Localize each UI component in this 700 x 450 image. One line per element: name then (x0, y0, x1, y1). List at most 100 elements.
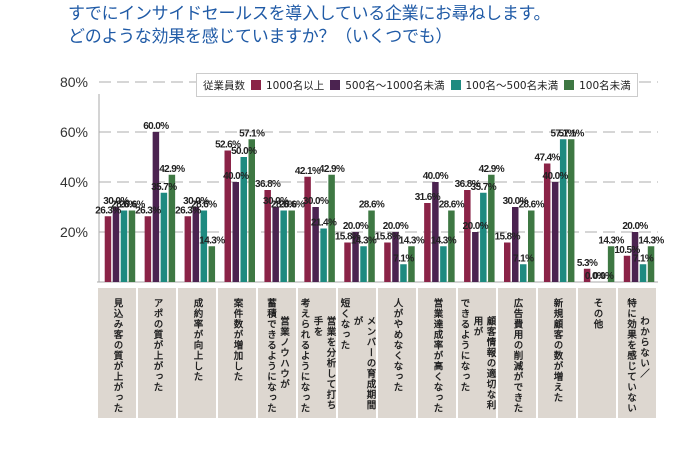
data-label: 40.0% (542, 171, 568, 182)
bar (104, 216, 112, 282)
bar (120, 210, 128, 282)
category-label-text: 特に効果を感じていない (625, 298, 636, 414)
bar (360, 246, 367, 282)
bar (304, 176, 311, 282)
category-label: アポの質が上がった (138, 288, 176, 418)
category-label: わからない／ 特に効果を感じていない (618, 288, 656, 418)
data-label: 28.6% (271, 200, 297, 211)
data-label: 30.0% (183, 196, 209, 207)
category-labels: 見込み客の質が上がった アポの質が上がった 成約率が向上した 案件数が増加した 営業ノウ… (98, 288, 658, 418)
data-label: 42.1% (295, 166, 321, 177)
y-tick-label: 40% (60, 174, 88, 190)
bar (464, 190, 471, 282)
category-label: 営業達成率が高くなった (418, 288, 456, 418)
data-label: 7.1% (513, 253, 534, 264)
category-label: 顧客情報の適切な利用が できるようになった (458, 288, 496, 418)
category-label: 営業ノウハウが 蓄積できるようになった (258, 288, 296, 418)
category-label-text: 人がやめなくなった (391, 298, 403, 393)
category-label-text: 案件数が増加した (231, 298, 243, 382)
bar (152, 132, 160, 282)
bar (631, 232, 639, 282)
bar (352, 232, 359, 282)
bar (248, 139, 255, 282)
bar (344, 242, 351, 282)
data-label: 28.6% (119, 200, 145, 211)
bar (264, 190, 271, 282)
category-label-text: 成約率が向上した (191, 298, 203, 382)
bar (440, 246, 447, 282)
bar (368, 210, 375, 282)
data-label: 57.1% (550, 128, 576, 139)
data-label: 57.1% (239, 128, 265, 139)
bar (551, 182, 559, 282)
data-label: 21.4% (311, 218, 337, 229)
bar (168, 174, 176, 282)
legend-label: 500名～1000名未満 (345, 79, 445, 92)
category-label: その他 (578, 288, 616, 418)
legend-item: 500名～1000名未満 (330, 78, 445, 93)
legend-item: 1000名以上 (251, 78, 324, 93)
chart-title: すでにインサイドセールスを導入している企業にお尋ねします。 どのような効果を感じ… (68, 3, 551, 49)
bar (528, 210, 535, 282)
category-label-text: 見込み客の質が上がった (111, 298, 123, 414)
bar (424, 203, 431, 282)
data-label: 36.8% (455, 179, 481, 190)
category-label-text: 短くなった (338, 298, 350, 351)
legend-swatch (330, 80, 341, 90)
bar (623, 255, 631, 282)
data-labels: 26.3%30.0%28.6%28.6%26.3%60.0%35.7%42.9%… (95, 121, 665, 282)
bar (392, 232, 399, 282)
chart-title-line2: どのような効果を感じていますか？（いくつでも） (68, 27, 453, 47)
legend-label: 1000名以上 (266, 79, 325, 92)
data-label: 20.0% (383, 221, 409, 232)
y-tick-label: 80% (60, 74, 88, 90)
bar (288, 210, 295, 282)
data-label: 26.3% (135, 205, 161, 216)
category-label: メンバーの育成期間が 短くなった (338, 288, 376, 418)
y-axis-ticks: 20% 40% 60% 80% (60, 74, 88, 240)
category-label-text: アポの質が上がった (151, 298, 163, 393)
data-label: 35.7% (151, 182, 177, 193)
data-label: 42.9% (319, 164, 345, 175)
data-label: 30.0% (503, 196, 529, 207)
bar (472, 232, 479, 282)
category-label-text: 蓄積できるようになった (265, 298, 276, 414)
category-label-text: 顧客情報の適切な利用が (471, 316, 496, 411)
data-label: 36.8% (255, 179, 281, 190)
bar (607, 246, 615, 282)
category-label-text: 新規顧客の数が増えた (551, 298, 563, 403)
bar (408, 246, 415, 282)
y-tick-label: 60% (60, 124, 88, 140)
data-label: 0.0% (585, 271, 606, 282)
data-label: 7.1% (393, 253, 414, 264)
data-label: 14.3% (199, 235, 225, 246)
data-label: 40.0% (423, 171, 449, 182)
bar (272, 207, 279, 282)
data-label: 50.0% (231, 146, 257, 157)
chart-title-line1: すでにインサイドセールスを導入している企業にお尋ねします。 (68, 4, 551, 24)
data-label: 14.3% (399, 235, 425, 246)
data-label: 5.3% (577, 258, 598, 269)
data-label: 28.6% (439, 200, 465, 211)
category-label: 案件数が増加した (218, 288, 256, 418)
legend-item: 100名未満 (564, 78, 631, 93)
bar (160, 192, 168, 282)
bar (400, 264, 407, 282)
bar (504, 242, 511, 282)
data-label: 14.3% (351, 235, 377, 246)
category-label: 見込み客の質が上がった (98, 288, 136, 418)
data-label: 28.6% (279, 200, 305, 211)
bar (240, 157, 247, 282)
category-label: 営業を分析して打ち手を 考えられるようになった (298, 288, 336, 418)
bar (480, 192, 487, 282)
legend-title: 従業員数 (203, 79, 245, 92)
data-label: 28.6% (111, 200, 137, 211)
y-tick-label: 20% (60, 224, 88, 240)
legend-item: 100名～500名未満 (450, 78, 558, 93)
data-label: 52.6% (215, 140, 241, 151)
data-label: 30.0% (103, 196, 129, 207)
data-label: 15.8% (495, 232, 521, 243)
data-label: 57.1% (558, 128, 584, 139)
bar (448, 210, 455, 282)
